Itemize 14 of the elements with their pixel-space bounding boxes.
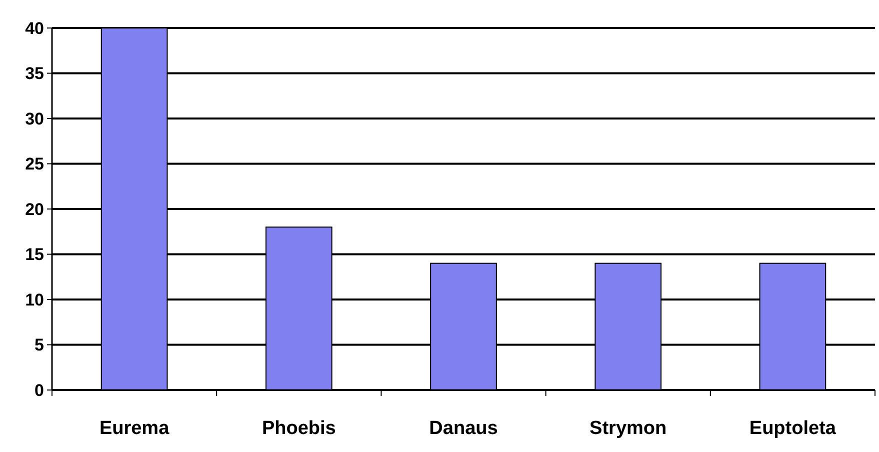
- y-tick-label: 40: [25, 18, 44, 38]
- x-tick-label: Euptoleta: [749, 418, 836, 439]
- x-tick-label: Eurema: [99, 418, 170, 439]
- x-tick-label: Phoebis: [262, 418, 336, 439]
- y-tick-label: 0: [34, 380, 44, 400]
- y-tick-label: 5: [34, 336, 44, 355]
- y-tick-label: 20: [25, 200, 44, 219]
- x-tick-label: Strymon: [590, 418, 667, 439]
- y-tick-label: 10: [25, 290, 44, 310]
- y-tick-label: 25: [25, 154, 44, 174]
- y-tick-label: 35: [25, 64, 44, 84]
- x-tick-label: Danaus: [429, 418, 498, 439]
- y-tick-label: 30: [25, 109, 44, 128]
- y-tick-label: 15: [25, 245, 44, 264]
